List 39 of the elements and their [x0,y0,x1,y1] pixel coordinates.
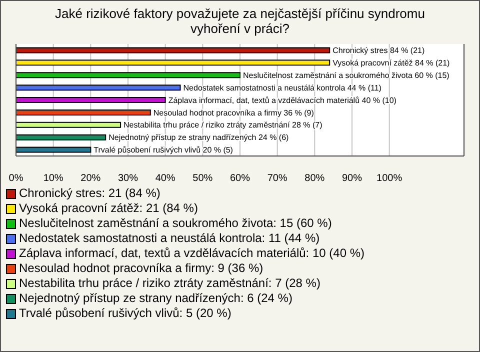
text: Nedostatek samostatnosti a neustálá kontrola: 11 (44 %) [19,231,320,246]
text: Nestabilita trhu práce / riziko ztráty zaměstnání: 7 (28 %) [19,276,320,291]
x-tick-label: 90% [342,173,362,184]
bar [16,134,106,140]
text: Chronický stres: 21 (84 %) [19,186,160,201]
data-label: Záplava informací, dat, textů a vzdělávacích materiálů 40 % (10) [168,96,397,105]
bar [16,146,92,153]
x-tick-label: 0% [8,173,24,184]
x-tick-label: 70% [267,173,288,184]
x-tick-label: 30% [118,173,138,184]
bar [16,122,122,128]
x-tick-label: 40% [155,173,176,184]
text: Záplava informací, dat, textů a vzdělávacích materiálů: 10 (40 %) [19,246,364,261]
text: Neslučitelnost zaměstnání a soukromého života: 15 (60 %) [19,216,332,231]
bar [16,109,151,116]
data-label: Neslučitelnost zaměstnání a soukromého života 60 % (15) [243,70,450,80]
data-label: Trvalé působení rušivých vlivů 20 % (5) [94,146,234,155]
chart-title: Jaké rizikové faktory považujete za nejčastější příčinu syndromu vyhoření v práci? [54,5,426,36]
x-tick-label: 50% [192,173,213,184]
text: Trvalé působení rušivých vlivů: 5 (20 %) [19,306,232,321]
data-label: Nedostatek samostatnosti a neustálá kontrola 44 % (11) [183,83,382,92]
x-tick-label: 10% [43,173,64,184]
x-tick-label: 100% [376,173,402,184]
bar [16,47,330,54]
x-tick-label: 20% [80,173,101,184]
data-label: Chronický stres 84 % (21) [332,46,425,56]
data-label: Vysoká pracovní zátěž 84 % (21) [332,58,450,68]
bar [16,84,181,91]
bar [16,97,166,104]
bar [16,72,240,78]
data-label: Nejednotný přístup ze strany nadřízených 24 % (6) [108,133,290,142]
text: Nejednotný přístup ze strany nadřízených: 6 (24 %) [19,291,292,306]
text: Vysoká pracovní zátěž: 21 (84 %) [19,201,198,216]
text: Nesoulad hodnot pracovníka a firmy: 9 (36 %) [19,261,264,276]
data-label: Nesoulad hodnot pracovníka a firmy 36 % (9) [153,108,314,118]
data-label: Nestabilita trhu práce / riziko ztráty zaměstnání 28 % (7) [124,120,323,130]
bar [16,60,330,66]
x-tick-label: 80% [304,173,325,184]
x-tick-label: 60% [230,173,250,184]
